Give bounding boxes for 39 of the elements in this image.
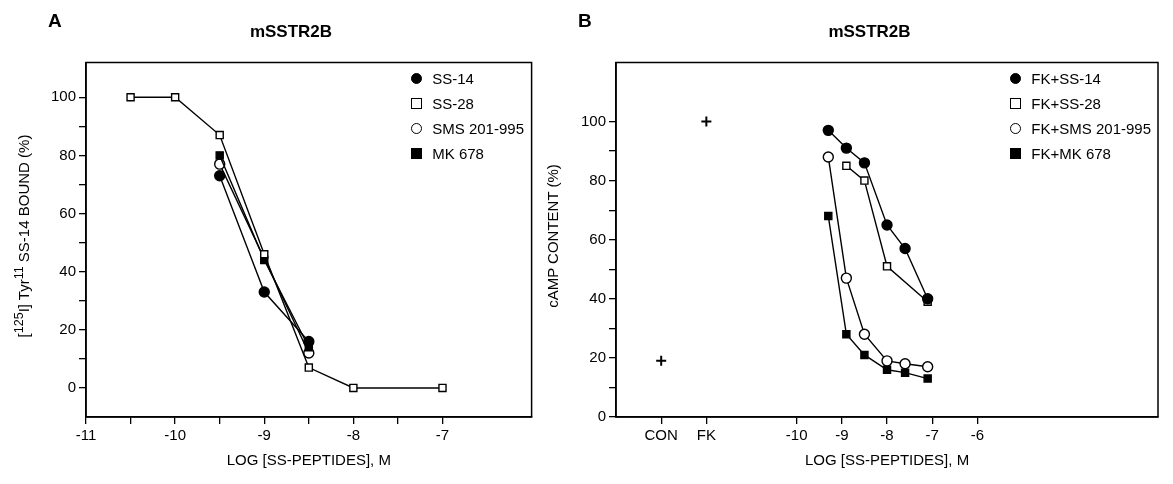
y-tick-label: 0 — [67, 378, 77, 396]
x-tick-label: -11 — [75, 426, 97, 444]
text: B — [578, 10, 592, 32]
text: A — [48, 10, 62, 32]
y-tick-label: 100 — [581, 111, 607, 129]
legend-label: SMS 201-995 — [432, 120, 524, 137]
y-tick-label: 80 — [59, 145, 77, 163]
x-tick-label: -10 — [785, 426, 808, 444]
chart-title: mSSTR2B — [828, 21, 911, 41]
x-tick-label: CON — [644, 426, 678, 444]
y-tick-label: 100 — [51, 87, 77, 105]
legend-label: FK+SMS 201-995 — [1031, 120, 1151, 137]
x-tick-label: -7 — [925, 426, 939, 444]
y-tick-label: 40 — [589, 288, 607, 306]
y-tick-label: 60 — [59, 203, 77, 221]
x-tick-label: FK — [696, 426, 716, 444]
y-tick-label: 20 — [589, 348, 607, 366]
y-tick-label: 0 — [597, 407, 607, 425]
x-tick-label: -8 — [880, 426, 894, 444]
x-axis-title: LOG [SS-PEPTIDES], M — [804, 451, 970, 469]
chart-title: mSSTR2B — [249, 21, 333, 41]
x-tick-label: -8 — [346, 426, 361, 444]
y-tick-label: 80 — [589, 170, 607, 188]
x-tick-label: -6 — [970, 426, 985, 444]
x-tick-label: -10 — [164, 426, 186, 444]
legend-label: FK+SS-28 — [1031, 95, 1101, 112]
x-tick-label: -9 — [835, 426, 849, 444]
x-tick-label: -9 — [257, 426, 271, 444]
legend-label: SS-28 — [432, 95, 474, 112]
legend-label: SS-14 — [432, 70, 474, 87]
y-axis-title: cAMP CONTENT (%) — [543, 164, 561, 308]
y-tick-label: 60 — [589, 229, 607, 247]
legend-label: FK+MK 678 — [1031, 145, 1111, 162]
legend-label: MK 678 — [432, 145, 484, 162]
x-tick-label: -7 — [435, 426, 450, 444]
y-tick-label: 20 — [59, 319, 77, 337]
x-axis-title: LOG [SS-PEPTIDES], M — [226, 451, 391, 469]
y-tick-label: 40 — [59, 261, 77, 279]
legend-label: FK+SS-14 — [1031, 70, 1101, 87]
